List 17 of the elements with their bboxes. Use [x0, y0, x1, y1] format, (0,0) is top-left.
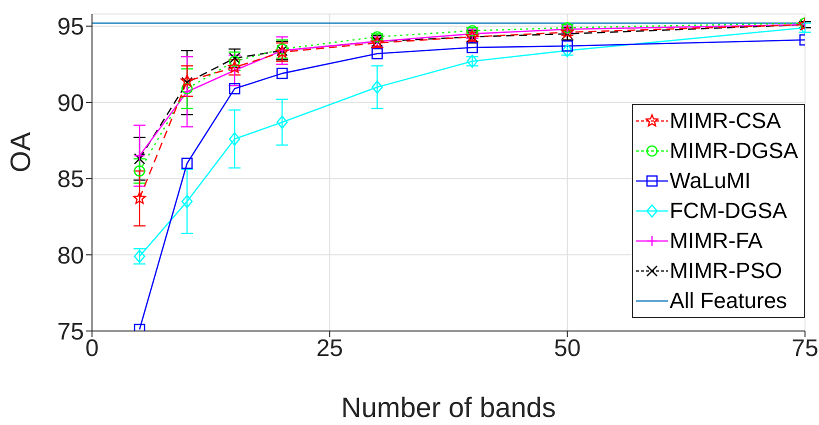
- y-tick-label: 90: [57, 90, 84, 117]
- legend-label: FCM-DGSA: [670, 197, 787, 225]
- x-tick-label: 50: [554, 335, 581, 362]
- legend-label: MIMR-CSA: [670, 107, 781, 135]
- x-tick-label: 75: [792, 335, 818, 362]
- legend-label: MIMR-DGSA: [670, 137, 798, 165]
- legend-label: All Features: [670, 287, 788, 315]
- x-axis-title: Number of bands: [341, 392, 556, 423]
- x-tick-label: 25: [316, 335, 344, 362]
- legend-label: MIMR-FA: [670, 227, 763, 255]
- x-tick-label: 0: [85, 335, 99, 362]
- y-tick-label: 80: [57, 242, 84, 270]
- legend-label: WaLuMI: [670, 167, 751, 195]
- y-axis-title: OA: [4, 132, 36, 172]
- y-tick-label: 85: [57, 166, 84, 194]
- legend-label: MIMR-PSO: [670, 257, 782, 285]
- y-tick-label: 95: [57, 14, 84, 41]
